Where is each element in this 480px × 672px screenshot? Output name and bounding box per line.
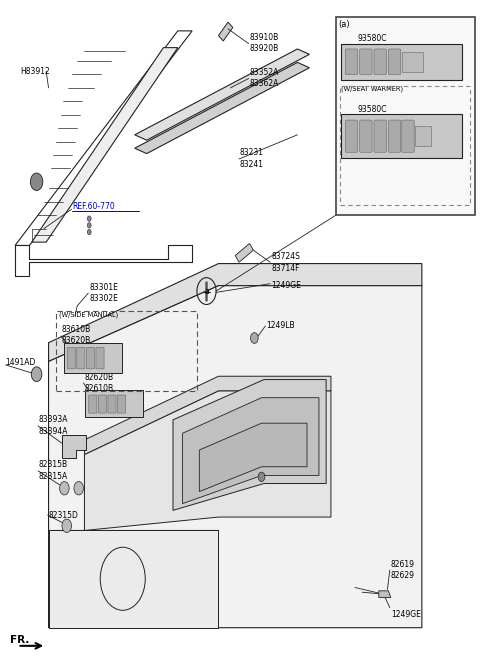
Text: 82315B: 82315B [39, 460, 68, 469]
FancyBboxPatch shape [98, 395, 107, 413]
FancyBboxPatch shape [118, 395, 126, 413]
Circle shape [251, 333, 258, 343]
FancyBboxPatch shape [336, 17, 475, 215]
Circle shape [87, 222, 91, 228]
FancyBboxPatch shape [67, 347, 75, 369]
Circle shape [87, 216, 91, 221]
Text: 82620B: 82620B [84, 373, 114, 382]
FancyBboxPatch shape [341, 44, 462, 80]
FancyBboxPatch shape [77, 347, 85, 369]
Polygon shape [48, 286, 422, 628]
Text: 93580C: 93580C [357, 34, 387, 44]
FancyBboxPatch shape [374, 49, 386, 75]
Circle shape [71, 356, 79, 367]
Text: 83724S: 83724S [271, 253, 300, 261]
Text: 83302E: 83302E [89, 294, 118, 303]
FancyBboxPatch shape [64, 343, 122, 373]
Text: 93580C: 93580C [357, 105, 387, 114]
FancyBboxPatch shape [415, 126, 432, 146]
FancyBboxPatch shape [341, 114, 462, 159]
Polygon shape [48, 530, 218, 628]
Polygon shape [218, 22, 233, 41]
FancyBboxPatch shape [402, 120, 414, 153]
Text: (W/SIDE MANUAL): (W/SIDE MANUAL) [59, 311, 119, 318]
Text: 83231: 83231 [240, 149, 264, 157]
Text: (a): (a) [338, 19, 350, 29]
Polygon shape [62, 435, 86, 458]
Text: 83362A: 83362A [250, 79, 279, 88]
FancyBboxPatch shape [108, 395, 116, 413]
Text: 82315D: 82315D [48, 511, 78, 519]
Polygon shape [32, 48, 178, 242]
FancyBboxPatch shape [360, 120, 372, 153]
Text: 83910B: 83910B [250, 33, 279, 42]
Text: 83714F: 83714F [271, 264, 300, 273]
Polygon shape [182, 398, 319, 503]
FancyBboxPatch shape [388, 120, 401, 153]
Text: 1249LB: 1249LB [266, 321, 295, 331]
Polygon shape [135, 62, 310, 154]
Text: H83912: H83912 [20, 67, 49, 76]
Polygon shape [84, 391, 331, 530]
Polygon shape [48, 263, 422, 362]
Polygon shape [173, 380, 326, 510]
Polygon shape [235, 243, 253, 262]
Polygon shape [199, 423, 307, 492]
Circle shape [87, 229, 91, 235]
Text: 82629: 82629 [391, 571, 415, 580]
Text: 83301E: 83301E [89, 282, 118, 292]
Circle shape [31, 367, 42, 382]
Circle shape [258, 472, 265, 482]
Polygon shape [135, 49, 310, 140]
Polygon shape [84, 376, 331, 455]
FancyBboxPatch shape [86, 347, 95, 369]
Text: a: a [204, 286, 209, 296]
Circle shape [62, 519, 72, 532]
Text: REF.60-770: REF.60-770 [72, 202, 115, 211]
Text: 83610B: 83610B [62, 325, 91, 334]
FancyBboxPatch shape [89, 395, 97, 413]
Text: 1249GE: 1249GE [391, 610, 420, 619]
FancyBboxPatch shape [374, 120, 386, 153]
Text: 83620B: 83620B [62, 336, 91, 345]
FancyBboxPatch shape [96, 347, 104, 369]
Text: 82315A: 82315A [39, 472, 68, 480]
Circle shape [30, 173, 43, 190]
Circle shape [74, 482, 84, 495]
FancyBboxPatch shape [345, 120, 358, 153]
Polygon shape [379, 591, 391, 597]
Text: 82619: 82619 [391, 560, 415, 569]
FancyBboxPatch shape [85, 390, 144, 417]
FancyBboxPatch shape [360, 49, 372, 75]
Text: 82610B: 82610B [84, 384, 114, 394]
Circle shape [60, 482, 69, 495]
Text: FR.: FR. [10, 635, 30, 645]
Text: 1491AD: 1491AD [5, 358, 36, 367]
Text: 83393A: 83393A [39, 415, 69, 424]
FancyBboxPatch shape [402, 52, 423, 72]
Text: 1249GE: 1249GE [271, 281, 301, 290]
Text: 83241: 83241 [240, 160, 264, 169]
Text: 83352A: 83352A [250, 68, 279, 77]
FancyBboxPatch shape [345, 49, 358, 75]
Text: (W/SEAT WARMER): (W/SEAT WARMER) [341, 86, 404, 93]
Text: 83920B: 83920B [250, 44, 279, 54]
FancyBboxPatch shape [388, 49, 401, 75]
Text: 83394A: 83394A [39, 427, 69, 435]
